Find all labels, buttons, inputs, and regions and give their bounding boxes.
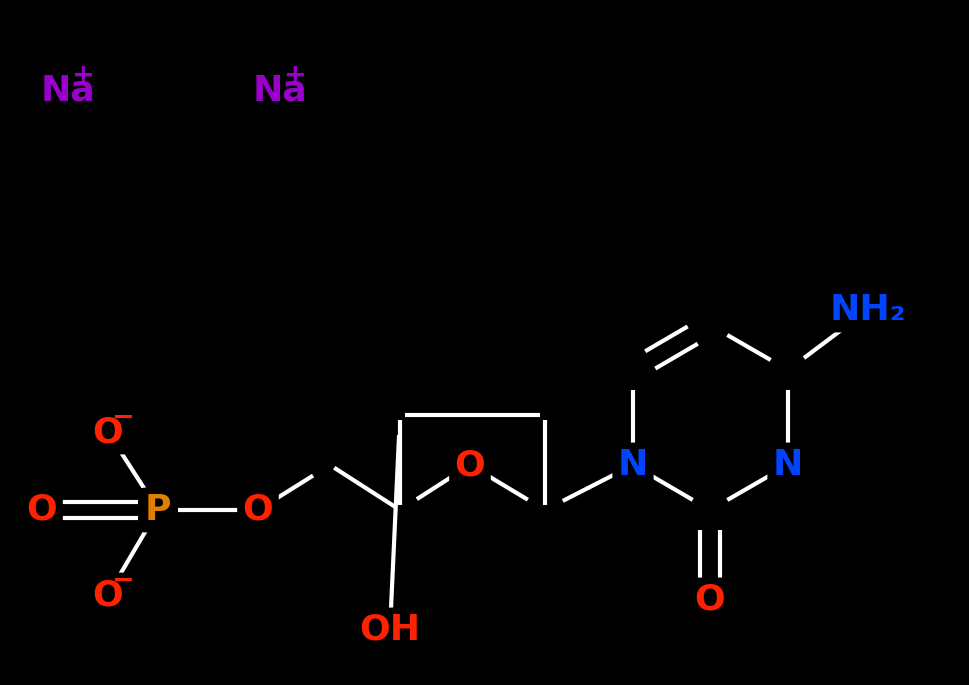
- Text: O: O: [694, 583, 725, 617]
- Text: O: O: [92, 415, 123, 449]
- Text: −: −: [110, 405, 134, 431]
- Text: OH: OH: [359, 613, 421, 647]
- Text: N: N: [617, 448, 647, 482]
- Text: O: O: [26, 493, 57, 527]
- Text: +: +: [283, 63, 305, 88]
- Text: +: +: [71, 63, 94, 88]
- Text: Na: Na: [41, 73, 95, 107]
- Text: O: O: [454, 448, 484, 482]
- Text: Na: Na: [252, 73, 307, 107]
- Text: O: O: [242, 493, 273, 527]
- Text: NH₂: NH₂: [828, 293, 905, 327]
- Text: P: P: [144, 493, 172, 527]
- Text: N: N: [772, 448, 802, 482]
- Text: −: −: [110, 568, 134, 594]
- Text: O: O: [92, 578, 123, 612]
